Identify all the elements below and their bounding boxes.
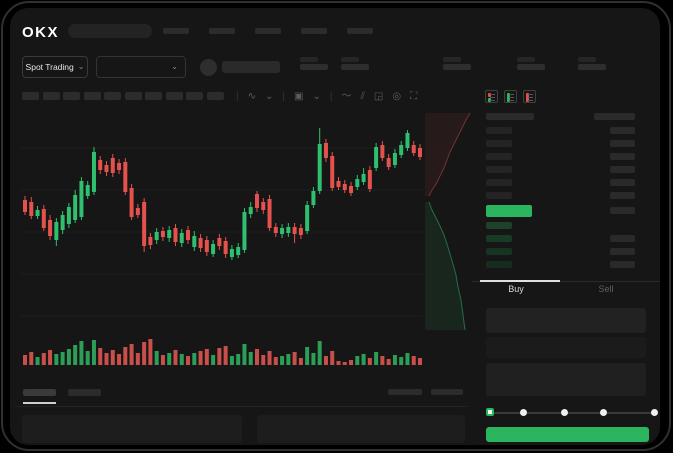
slider-stop[interactable] — [560, 408, 568, 416]
slider-handle[interactable] — [486, 408, 494, 416]
amount-slider-track — [490, 412, 656, 414]
timeframe-button-placeholder[interactable] — [42, 92, 60, 100]
indicators-icon[interactable]: ▣ — [294, 91, 304, 102]
timeframe-button-placeholder[interactable] — [63, 92, 80, 100]
last-price-indicator[interactable] — [486, 205, 532, 217]
okx-logo: OKX — [22, 24, 60, 41]
nav-item-placeholder[interactable] — [209, 28, 235, 34]
divider: | — [236, 91, 239, 102]
slider-stop[interactable] — [599, 408, 607, 416]
price-field-placeholder[interactable] — [486, 308, 646, 333]
chevron-down-icon[interactable]: ⌄ — [312, 91, 321, 102]
orderbook-bid-amount-placeholder — [610, 248, 635, 255]
history-tab-placeholder[interactable] — [68, 389, 101, 396]
avatar[interactable] — [200, 59, 217, 76]
slider-stop[interactable] — [519, 408, 527, 416]
candle-type-icon[interactable]: ∿ — [247, 91, 256, 102]
stat-value-placeholder — [578, 64, 606, 70]
orderbook-ask-price-placeholder — [486, 140, 512, 147]
stat-label-placeholder — [443, 57, 461, 62]
orderbook-ask-amount-placeholder — [610, 153, 635, 160]
chart-settings-icon[interactable]: ◎ — [392, 91, 402, 102]
trade-mode-selector[interactable]: Spot Trading ⌄ — [22, 56, 88, 78]
nav-item-placeholder[interactable] — [347, 28, 373, 34]
nav-item-placeholder[interactable] — [301, 28, 327, 34]
slider-stop[interactable] — [650, 408, 658, 416]
stat-label-placeholder — [300, 57, 318, 62]
chevron-down-icon[interactable]: ⌄ — [265, 91, 274, 102]
orderbook-bid-price-placeholder — [486, 222, 512, 229]
divider: | — [329, 91, 333, 102]
orderbook-ask-amount-placeholder — [610, 140, 635, 147]
orderbook-ask-amount-placeholder — [610, 192, 635, 199]
screenshot-icon[interactable]: ◲ — [373, 91, 384, 102]
tab-sell[interactable]: Sell — [598, 284, 614, 294]
stat-label-placeholder — [341, 57, 359, 62]
trade-mode-label: Spot Trading — [25, 62, 74, 72]
divider — [472, 281, 660, 282]
orderbook-ask-price-placeholder — [486, 179, 512, 186]
chevron-down-icon: ⌄ — [171, 62, 178, 71]
timeframe-button-placeholder[interactable] — [124, 92, 142, 100]
orderbook-ask-price-placeholder — [486, 153, 512, 160]
stat-value-placeholder — [341, 64, 369, 70]
timeframe-button-placeholder[interactable] — [186, 92, 203, 100]
timeframe-button-placeholder[interactable] — [22, 92, 39, 100]
stat-value-placeholder — [443, 64, 471, 70]
trendline-icon[interactable]: 〜 — [341, 91, 352, 102]
stat-label-placeholder — [517, 57, 535, 62]
orders-tab-placeholder[interactable] — [23, 389, 56, 396]
orderbook-bid-price-placeholder — [486, 235, 512, 242]
orderbook-ask-amount-placeholder — [610, 166, 635, 173]
orderbook-bid-amount-placeholder — [610, 235, 635, 242]
tab-buy[interactable]: Buy — [508, 284, 524, 294]
nav-item-placeholder[interactable] — [163, 28, 189, 34]
divider: | — [282, 91, 285, 102]
panel-action-placeholder[interactable] — [388, 389, 422, 395]
pair-dropdown[interactable]: ⌄ — [96, 56, 186, 78]
stat-value-placeholder — [300, 64, 328, 70]
nav-item-placeholder[interactable] — [255, 28, 281, 34]
orderbook-bid-price-placeholder — [486, 261, 512, 268]
drawing-tools-icon[interactable]: ⫽ — [360, 91, 365, 102]
orderbook-bid-amount-placeholder — [610, 261, 635, 268]
chevron-down-icon: ⌄ — [77, 62, 85, 71]
account-info-placeholder — [222, 61, 280, 73]
chart-toolbar: | ∿ ⌄ | ▣ ⌄ | 〜 ⫽ ◲ ◎ ⛶ — [236, 90, 417, 104]
timeframe-button-placeholder[interactable] — [165, 92, 183, 100]
orderbook-all-icon[interactable] — [485, 90, 498, 103]
orderbook-ask-price-placeholder — [486, 127, 512, 134]
order-history-panel-placeholder — [257, 415, 465, 443]
buy-submit-button[interactable] — [486, 427, 649, 442]
timeframe-button-placeholder[interactable] — [206, 92, 224, 100]
timeframe-button-placeholder[interactable] — [145, 92, 162, 100]
active-tab-underline — [480, 280, 560, 282]
orderbook-asks-icon[interactable] — [523, 90, 536, 103]
timeframe-button-placeholder[interactable] — [104, 92, 121, 100]
orderbook-ask-price-placeholder — [486, 192, 512, 199]
orderbook-mode-switcher — [485, 90, 536, 103]
orderbook-header-placeholder — [486, 113, 534, 120]
orderbook-bid-price-placeholder — [486, 248, 512, 255]
orderbook-header-placeholder — [594, 113, 635, 120]
amount-field-placeholder[interactable] — [486, 337, 646, 358]
fullscreen-icon[interactable]: ⛶ — [410, 91, 418, 102]
orderbook-ask-amount-placeholder — [610, 127, 635, 134]
divider — [15, 406, 467, 407]
active-tab-underline — [23, 402, 56, 404]
app-window: OKX Spot Trading ⌄ ⌄ | ∿ ⌄ | ▣ ⌄ | 〜 ⫽ ◲ ◎ ⛶ Buy Se… — [10, 8, 660, 445]
open-orders-panel-placeholder — [22, 415, 242, 443]
orderbook-ask-price-placeholder — [486, 166, 512, 173]
timeframe-button-placeholder[interactable] — [83, 92, 101, 100]
stat-label-placeholder — [578, 57, 596, 62]
stat-value-placeholder — [517, 64, 545, 70]
search-bar-placeholder[interactable] — [68, 24, 152, 38]
orderbook-bids-icon[interactable] — [504, 90, 517, 103]
orderbook-ask-amount-placeholder — [610, 179, 635, 186]
panel-action-placeholder[interactable] — [431, 389, 463, 395]
orderbook-amount-placeholder — [610, 207, 635, 214]
total-field-placeholder[interactable] — [486, 363, 646, 396]
